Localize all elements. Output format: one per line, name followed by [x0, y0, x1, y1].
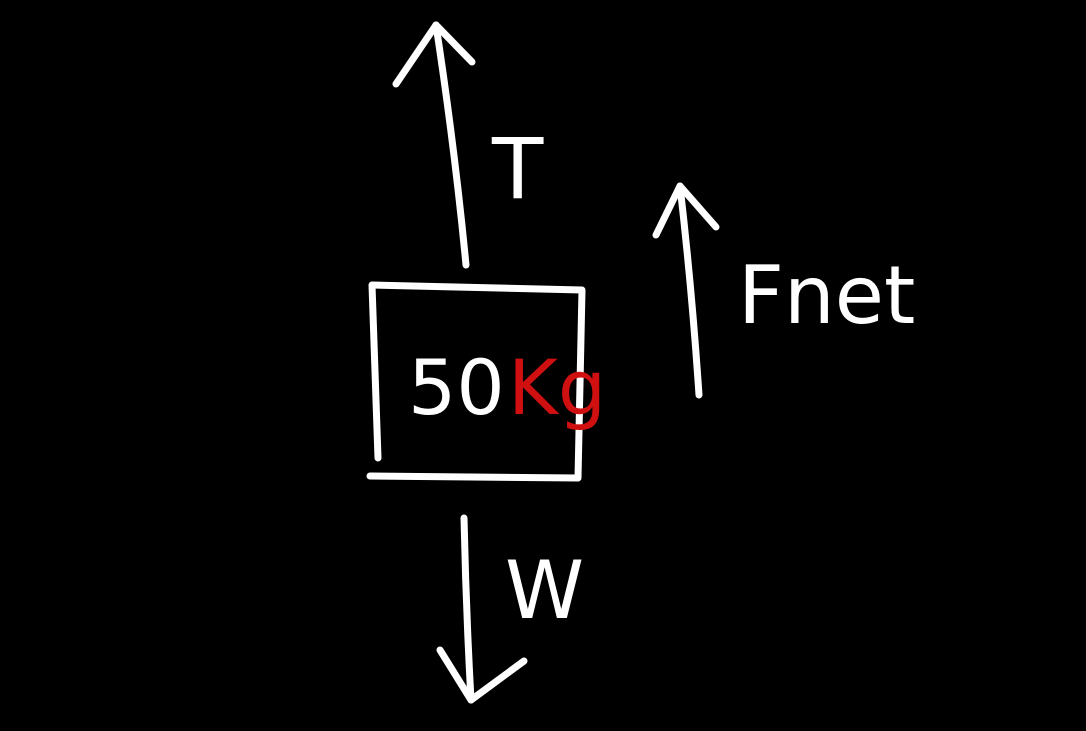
net-force-arrow-head [652, 182, 720, 239]
tension-arrow-head [392, 21, 476, 88]
net-force-label: Fnet [738, 249, 915, 342]
mass-unit: Kg [508, 343, 606, 432]
weight-arrow-shaft [460, 514, 475, 704]
weight-label: W [505, 544, 584, 637]
tension-label: T [491, 120, 544, 218]
weight-arrow-head [436, 646, 528, 704]
block [366, 281, 586, 482]
tension-arrow-shaft [432, 21, 470, 269]
mass-value: 50 [408, 343, 505, 432]
net-force-arrow-shaft [676, 182, 703, 399]
